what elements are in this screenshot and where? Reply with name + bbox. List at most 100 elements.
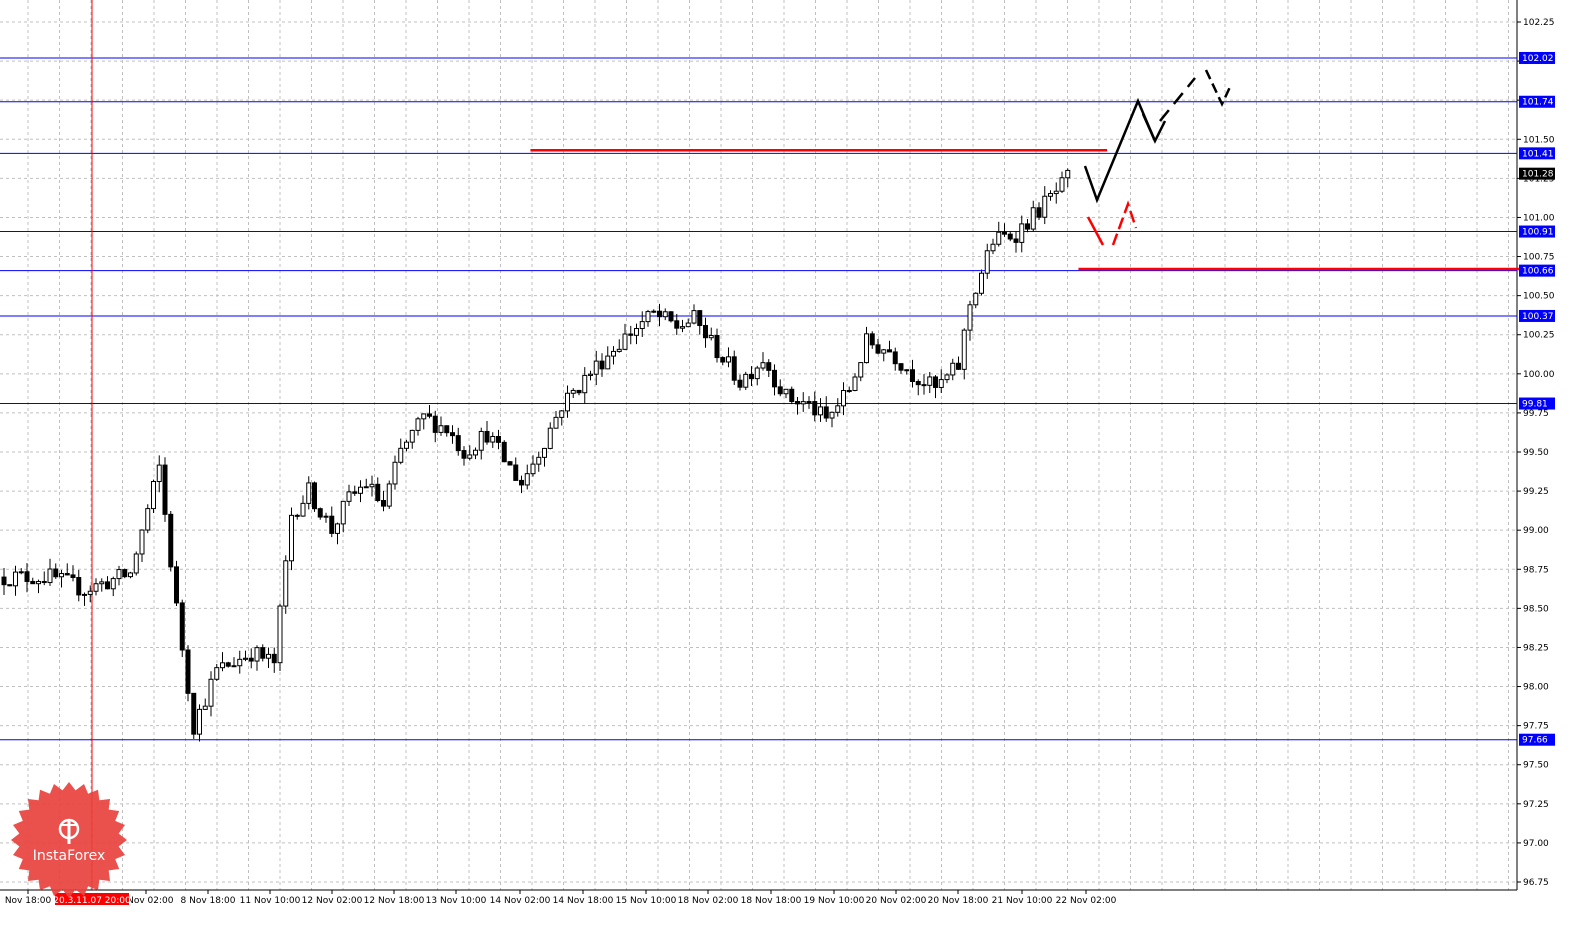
candle-body — [248, 657, 254, 662]
candle-body — [214, 667, 220, 680]
y-tick-label: 100.25 — [1523, 331, 1555, 341]
projection-red-down — [1086, 216, 1105, 246]
candle-body — [1013, 238, 1019, 243]
x-highlight-label: 20.3.11.07 20:00 — [53, 896, 131, 906]
candle-body — [415, 418, 421, 431]
candle-body — [1025, 223, 1030, 230]
candle-body — [398, 447, 404, 463]
candle-body — [996, 231, 1002, 245]
candle-body — [800, 401, 806, 405]
candle-body — [915, 380, 921, 386]
candle-body — [352, 491, 358, 494]
watermark: InstaForex — [11, 782, 127, 898]
candle-body — [421, 413, 427, 420]
candle-body — [726, 356, 731, 363]
y-tick-label: 98.75 — [1523, 565, 1549, 575]
candle-body — [145, 508, 151, 531]
candle-body — [547, 427, 553, 449]
candle-body — [168, 513, 174, 568]
candle-body — [139, 529, 145, 555]
candle-body — [714, 334, 720, 359]
candle-body — [875, 344, 881, 354]
candle-body — [691, 310, 697, 324]
instaforex-logo-icon — [58, 818, 80, 844]
candle-body — [513, 464, 519, 481]
candle-body — [24, 571, 30, 582]
candle-body — [1, 576, 7, 586]
level-label-bg — [1519, 733, 1555, 746]
candle-body — [306, 482, 312, 504]
level-label: 100.91 — [1522, 228, 1554, 238]
candle-body — [892, 351, 898, 365]
candle-body — [743, 373, 749, 388]
candle-body — [461, 450, 467, 459]
candle-body — [812, 401, 818, 416]
watermark-brand: InstaForex — [33, 848, 106, 864]
candle-body — [910, 369, 915, 382]
level-label-bg — [1519, 225, 1555, 238]
projection-paths — [1083, 69, 1232, 246]
level-label-bg — [1519, 264, 1555, 277]
candle-body — [674, 320, 680, 329]
candle-body — [392, 461, 398, 485]
candle-body — [852, 376, 858, 391]
candle-body — [599, 360, 605, 370]
candle-body — [473, 449, 478, 456]
x-tick-label: 19 Nov 10:00 — [804, 896, 865, 906]
candle-body — [208, 678, 214, 707]
candle-body — [156, 464, 162, 483]
candle-body — [1059, 177, 1065, 192]
candle-body — [588, 373, 593, 376]
candle-body — [616, 348, 622, 352]
candle-body — [277, 605, 283, 664]
projection-red-up — [1111, 200, 1138, 246]
candle-body — [772, 369, 777, 388]
candle-body — [484, 430, 490, 443]
y-tick-label: 102.25 — [1523, 18, 1555, 28]
candle-body — [979, 272, 984, 294]
candle-body — [375, 483, 381, 502]
candle-body — [323, 515, 329, 518]
candle-body — [18, 571, 24, 574]
y-tick-label: 98.50 — [1523, 604, 1549, 614]
candle-body — [1053, 190, 1059, 195]
candle-body — [87, 590, 93, 595]
candle-body — [921, 384, 927, 387]
current-price-bg — [1519, 167, 1555, 180]
candle-body — [432, 415, 438, 433]
candle-body — [846, 389, 852, 392]
candle-body — [7, 584, 13, 587]
candle-body — [427, 413, 432, 417]
y-tick-label: 100.75 — [1523, 253, 1555, 263]
level-label: 101.74 — [1522, 98, 1554, 108]
candle-body — [806, 401, 812, 404]
candle-body — [904, 369, 910, 372]
candle-body — [231, 665, 237, 668]
y-tick-label: 99.25 — [1523, 487, 1549, 497]
candle-body — [708, 334, 714, 339]
candle-body — [93, 583, 99, 592]
candle-body — [271, 653, 277, 664]
candle-body — [404, 441, 409, 449]
candle-body — [680, 326, 685, 329]
level-labels: 102.02 101.74 101.41 100.91 100.66 100.37 99.8… — [1519, 51, 1555, 746]
candle-body — [536, 456, 542, 465]
candle-body — [1019, 223, 1025, 243]
candle-body — [346, 491, 352, 502]
x-tick-label: 11 Nov 10:00 — [240, 896, 301, 906]
x-tick-label: 22 Nov 02:00 — [1056, 896, 1117, 906]
candle-body — [358, 486, 363, 494]
red-lines — [530, 148, 1533, 271]
y-tick-label: 99.50 — [1523, 448, 1549, 458]
candle-body — [312, 482, 317, 510]
projection-arrow-1 — [1141, 113, 1167, 144]
candle-body — [835, 405, 841, 413]
candle-body — [869, 333, 875, 346]
candle-body — [294, 514, 300, 517]
projection-black-dashed — [1159, 77, 1196, 122]
candle-body — [818, 406, 823, 416]
x-tick-label: 12 Nov 18:00 — [364, 896, 425, 906]
level-label-bg — [1519, 51, 1555, 64]
